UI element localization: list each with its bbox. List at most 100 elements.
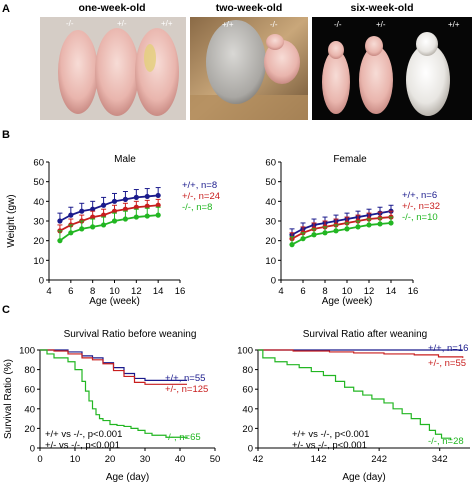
y-tick-label: 20 (33, 236, 44, 247)
data-point (155, 192, 161, 199)
data-point (133, 204, 139, 210)
series-0 (57, 187, 161, 224)
legend-entry: +/+, n=8 (182, 180, 217, 191)
series-1 (258, 349, 464, 358)
data-point (144, 193, 150, 200)
data-point (344, 226, 350, 232)
y-tick-label: 0 (271, 276, 276, 287)
data-point (322, 230, 328, 236)
series-line (291, 222, 392, 246)
mouse-ko-image (264, 40, 300, 84)
data-point (133, 214, 139, 220)
data-point (79, 226, 85, 232)
data-point (388, 220, 394, 226)
x-tick-label: 16 (408, 286, 419, 297)
mouse-wt-image (406, 44, 450, 116)
y-tick-label: 20 (242, 424, 253, 435)
series-line (291, 216, 392, 240)
x-tick-label: 6 (300, 286, 305, 297)
stat-annotation: +/+ vs -/-, p<0.001 (292, 429, 369, 440)
data-point (133, 194, 139, 200)
photo-title-one-week: one-week-old (78, 2, 145, 14)
weight-chart-male: 0 10 20 30 40 50 60 4 6 8 10 12 14 16 Male Age (week) We… (6, 154, 220, 307)
legend-entry: -/-, n=10 (402, 212, 438, 223)
y-tick-label: 10 (33, 256, 44, 267)
genotype-label: +/- (117, 19, 127, 28)
x-tick-label: 8 (322, 286, 327, 297)
y-tick-label: 0 (30, 444, 35, 455)
y-tick-label: 40 (24, 404, 35, 415)
y-tick-label: 30 (33, 217, 44, 228)
legend-entry: -/-, n=65 (165, 432, 201, 443)
stat-annotation: +/+ vs -/-, p<0.001 (45, 429, 122, 440)
data-point (90, 214, 96, 220)
x-tick-label: 10 (109, 286, 120, 297)
data-point (155, 212, 161, 218)
legend-entry: +/-, n=125 (165, 384, 208, 395)
y-tick-label: 100 (19, 346, 35, 357)
photo-one-week (40, 17, 186, 120)
x-tick-label: 16 (175, 286, 186, 297)
survival-curve (40, 349, 188, 439)
y-tick-label: 30 (265, 217, 276, 228)
genotype-label: -/- (334, 20, 342, 29)
series-1 (289, 210, 394, 242)
pup-wt-image (135, 28, 179, 116)
x-tick-label: 142 (311, 454, 327, 465)
x-axis-label: Age (day) (106, 472, 149, 483)
legend-entry: +/-, n=55 (428, 358, 466, 369)
series-line (291, 210, 392, 236)
x-tick-label: 12 (364, 286, 375, 297)
survival-chart-before-weaning: 0 20 40 60 80 100 0 10 20 30 40 50 Survival Ratio be… (3, 329, 220, 483)
pup-het-image (95, 28, 139, 116)
series-line (59, 214, 159, 242)
series-line (59, 194, 159, 222)
data-point (111, 208, 118, 214)
panel-label-b: B (2, 129, 10, 141)
legend-entry: +/+, n=6 (402, 190, 437, 201)
chart-title: Survival Ratio before weaning (64, 329, 197, 340)
data-point (144, 203, 150, 209)
data-point (122, 196, 129, 202)
data-point (68, 230, 74, 236)
panel-label-c: C (2, 304, 10, 316)
x-tick-label: 10 (342, 286, 353, 297)
y-tick-label: 0 (248, 444, 253, 455)
y-tick-label: 60 (265, 158, 276, 169)
x-tick-label: 0 (37, 454, 42, 465)
genotype-label: -/- (66, 19, 74, 28)
y-axis-label: Weight (gw) (6, 194, 17, 247)
data-point (366, 222, 372, 228)
y-tick-label: 40 (265, 197, 276, 208)
x-tick-label: 12 (131, 286, 142, 297)
photo-two-week (190, 17, 308, 120)
data-point (90, 206, 96, 212)
survival-chart-after-weaning: 0 20 40 60 80 100 42 142 242 342 Survival Ratio af… (237, 329, 470, 483)
genotype-label: +/+ (161, 19, 173, 28)
y-tick-label: 80 (242, 365, 253, 376)
x-tick-label: 4 (46, 286, 51, 297)
stat-annotation: +/- vs -/-, p<0.001 (45, 440, 120, 451)
data-point (289, 242, 295, 248)
survival-curve (258, 349, 452, 441)
x-axis-label: Age (day) (342, 472, 385, 483)
mouse-wt-image (206, 20, 266, 104)
data-point (57, 238, 63, 244)
chart-title: Survival Ratio after weaning (303, 329, 428, 340)
legend-entry: +/+, n=55 (165, 373, 205, 384)
y-tick-label: 60 (33, 158, 44, 169)
data-point (122, 216, 129, 222)
data-point (144, 213, 150, 219)
data-point (111, 198, 118, 204)
series-2 (289, 216, 394, 248)
data-point (300, 236, 306, 242)
data-point (355, 224, 361, 230)
data-point (155, 202, 161, 208)
data-point (333, 228, 339, 234)
series-2 (40, 349, 188, 439)
series-1 (40, 349, 187, 385)
y-tick-label: 10 (265, 256, 276, 267)
x-tick-label: 10 (70, 454, 81, 465)
x-axis-label: Age (week) (89, 296, 140, 307)
